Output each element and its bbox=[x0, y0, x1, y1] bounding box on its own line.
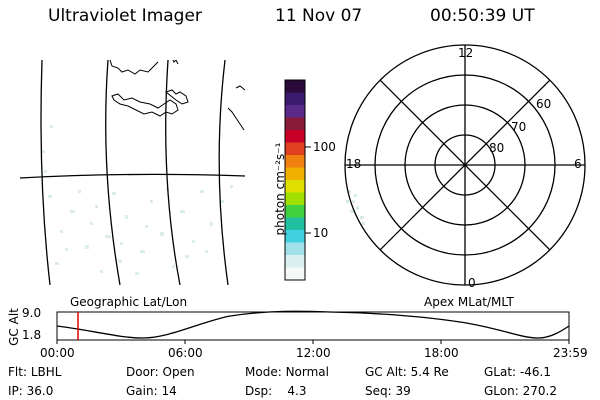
colorbar-band bbox=[285, 155, 305, 168]
polar-label-0: 0 bbox=[468, 276, 476, 290]
status-dsp: Dsp: 4.3 bbox=[245, 384, 307, 398]
polar-label-70: 70 bbox=[511, 120, 527, 134]
colorbar-tick-label-100: 100 bbox=[313, 140, 336, 154]
colorbar-band bbox=[285, 105, 305, 118]
altitude-ylabel: GC Alt bbox=[7, 308, 21, 346]
altitude-xtick-1200: 12:00 bbox=[296, 346, 331, 360]
altitude-xtick-0600: 06:00 bbox=[168, 346, 203, 360]
colorbar-band bbox=[285, 167, 305, 181]
status-gain: Gain: 14 bbox=[126, 384, 177, 398]
colorbar-band bbox=[285, 142, 305, 156]
apex-label: Apex MLat/MLT bbox=[424, 295, 514, 309]
colorbar bbox=[285, 80, 305, 281]
status-door: Door: Open bbox=[126, 365, 195, 379]
colorbar-band bbox=[285, 192, 305, 206]
altitude-ytick-1: 1.8 bbox=[22, 328, 42, 342]
date-label: 11 Nov 07 bbox=[275, 6, 363, 26]
colorbar-tick-label-10: 10 bbox=[313, 226, 329, 240]
status-mode: Mode: Normal bbox=[245, 365, 329, 379]
status-gcalt: GC Alt: 5.4 Re bbox=[365, 365, 449, 379]
colorbar-band bbox=[285, 130, 305, 143]
polar-label-6: 6 bbox=[574, 157, 582, 171]
altitude-xtick-0000: 00:00 bbox=[40, 346, 75, 360]
status-glat: GLat: -46.1 bbox=[484, 365, 551, 379]
colorbar-frame bbox=[284, 79, 306, 281]
geographic-label: Geographic Lat/Lon bbox=[70, 295, 188, 309]
status-seq: Seq: 39 bbox=[365, 384, 411, 398]
status-glon: GLon: 270.2 bbox=[484, 384, 557, 398]
geographic-map bbox=[20, 60, 245, 285]
colorbar-band bbox=[285, 217, 305, 231]
colorbar-band bbox=[285, 267, 305, 281]
colorbar-band bbox=[285, 230, 305, 243]
colorbar-band bbox=[285, 80, 305, 93]
colorbar-band bbox=[285, 92, 305, 106]
polar-label-18: 18 bbox=[346, 157, 362, 171]
colorbar-band bbox=[285, 242, 305, 256]
colorbar-band bbox=[285, 255, 305, 268]
status-flt: Flt: LBHL bbox=[8, 365, 62, 379]
colorbar-band bbox=[285, 180, 305, 193]
status-ip: IP: 36.0 bbox=[8, 384, 54, 398]
altitude-plot bbox=[56, 310, 570, 344]
colorbar-band bbox=[285, 205, 305, 218]
colorbar-band bbox=[285, 117, 305, 131]
instrument-title: Ultraviolet Imager bbox=[48, 6, 202, 26]
colorbar-unit-label: photon cm⁻²s⁻¹ bbox=[273, 142, 287, 236]
altitude-xtick-1800: 18:00 bbox=[424, 346, 459, 360]
polar-label-80: 80 bbox=[489, 141, 505, 155]
time-label: 00:50:39 UT bbox=[430, 6, 535, 26]
polar-label-12: 12 bbox=[458, 46, 474, 60]
polar-plot bbox=[344, 44, 586, 286]
altitude-xtick-2359: 23:59 bbox=[553, 346, 588, 360]
aurora-noise bbox=[42, 125, 233, 275]
polar-label-60: 60 bbox=[536, 97, 552, 111]
polar-aurora bbox=[346, 190, 365, 225]
altitude-ytick-9: 9.0 bbox=[22, 306, 42, 320]
